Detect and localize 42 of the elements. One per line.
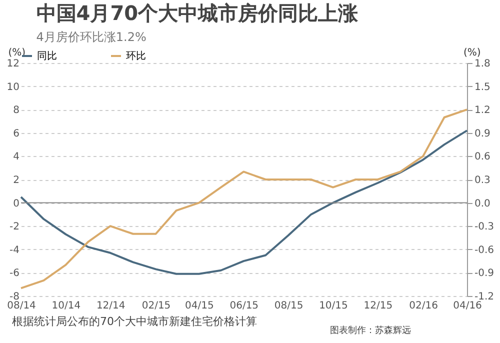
y2-tick-label: 1.8 (474, 58, 490, 70)
chart-subtitle: 4月房价环比涨1.2% (36, 30, 146, 44)
y-tick-label: 6 (13, 128, 20, 140)
x-tick-label: 10/14 (52, 300, 81, 312)
chart-title: 中国4月70个大中城市房价同比上涨 (36, 1, 360, 25)
legend-label: 环比 (126, 50, 146, 62)
y-tick-label: 10 (6, 82, 20, 93)
y2-tick-label: -0.9 (474, 268, 494, 280)
y-tick-label: -8 (10, 292, 20, 302)
y2-axis-title: (%) (464, 48, 481, 58)
x-tick-label: 04/16 (453, 300, 482, 312)
legend-label: 同比 (37, 50, 57, 62)
y-tick-label: 12 (6, 58, 20, 70)
x-tick-label: 04/15 (185, 300, 214, 312)
y-tick-label: 4 (13, 152, 20, 163)
y2-tick-label: -0.6 (474, 244, 494, 256)
y-tick-label: -6 (10, 268, 20, 280)
x-tick-label: 08/15 (274, 300, 304, 312)
y2-tick-label: 0.3 (474, 175, 490, 186)
y-tick-label: 2 (13, 175, 20, 186)
x-tick-label: 06/15 (230, 300, 259, 312)
y2-tick-label: 0.9 (474, 128, 490, 140)
x-tick-label: 02/15 (142, 300, 171, 312)
line-series (20, 130, 468, 275)
y-tick-label: 8 (13, 105, 20, 116)
text: 图表制作：苏森辉远 (330, 324, 411, 337)
y2-tick-label: -1.2 (474, 292, 494, 302)
y-tick-label: -4 (10, 244, 20, 256)
x-tick-label: 08/14 (7, 300, 36, 312)
x-tick-label: 12/14 (96, 300, 126, 312)
x-tick-label: 02/16 (409, 300, 438, 312)
x-tick-label: 10/15 (319, 300, 348, 312)
x-tick-label: 12/15 (364, 300, 393, 312)
y2-tick-label: 0.6 (474, 152, 490, 163)
y-tick-label: 0 (13, 198, 20, 210)
y-tick-label: -2 (10, 222, 20, 233)
y2-tick-label: 0.0 (474, 198, 490, 210)
y2-tick-label: 1.5 (474, 82, 490, 93)
y2-tick-label: 1.2 (474, 105, 490, 116)
line-series (20, 108, 468, 290)
y2-tick-label: -0.3 (474, 222, 494, 233)
text: 根据统计局公布的70个大中城市新建住宅价格计算 (12, 314, 257, 329)
